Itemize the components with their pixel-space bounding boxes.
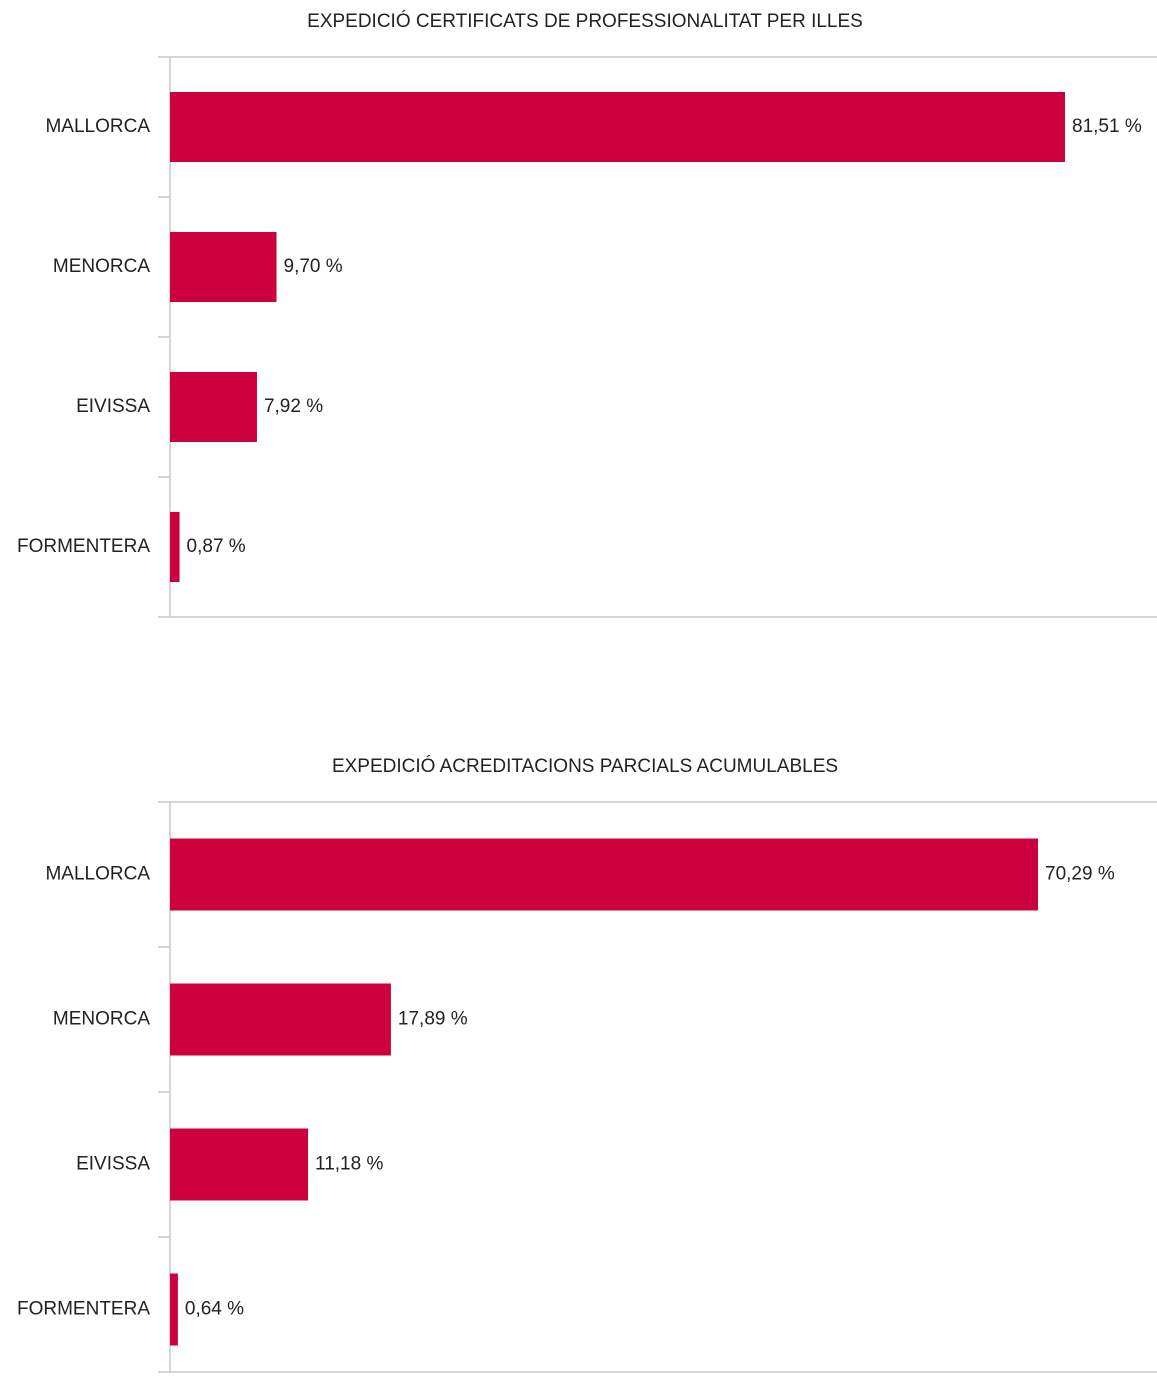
y-tick-label: MALLORCA	[45, 864, 150, 885]
bar	[170, 838, 1038, 911]
data-label: 0,87 %	[187, 536, 246, 557]
data-label: 17,89 %	[398, 1009, 468, 1030]
bar	[170, 512, 180, 582]
y-tick-label: MALLORCA	[45, 116, 150, 137]
chart-title: EXPEDICIÓ ACREDITACIONS PARCIALS ACUMULA…	[332, 755, 838, 777]
y-tick-label: FORMENTERA	[17, 1299, 150, 1320]
bar	[170, 1273, 178, 1346]
data-label: 70,29 %	[1045, 864, 1115, 885]
y-tick-label: MENORCA	[53, 1009, 150, 1030]
data-label: 81,51 %	[1072, 116, 1142, 137]
bar	[170, 232, 277, 302]
y-tick-label: FORMENTERA	[17, 536, 150, 557]
y-tick-label: EIVISSA	[76, 1154, 150, 1175]
data-label: 0,64 %	[185, 1299, 244, 1320]
y-tick-label: EIVISSA	[76, 396, 150, 417]
bar	[170, 1128, 309, 1201]
data-label: 11,18 %	[315, 1154, 383, 1175]
bar	[170, 372, 257, 442]
y-tick-label: MENORCA	[53, 256, 150, 277]
bar	[170, 983, 391, 1056]
chart-title: EXPEDICIÓ CERTIFICATS DE PROFESSIONALITA…	[307, 10, 863, 32]
bar	[170, 92, 1065, 162]
data-label: 7,92 %	[264, 396, 323, 417]
data-label: 9,70 %	[284, 256, 343, 277]
